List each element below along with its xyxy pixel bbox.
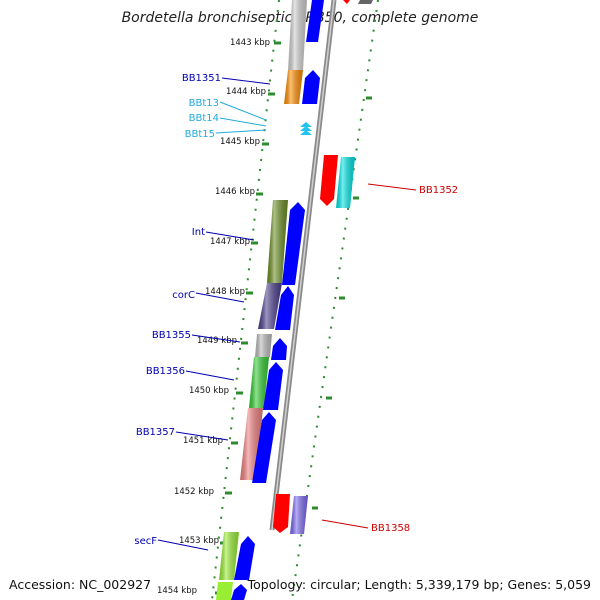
ruler-label: 1444 kbp (226, 87, 266, 97)
gene-label-bb1355[interactable]: BB1355 (152, 330, 191, 341)
ruler-label: 1450 kbp (189, 386, 229, 396)
cds-arrow-bb1352 (320, 155, 338, 206)
gene-label-bb1352[interactable]: BB1352 (419, 185, 458, 196)
ruler-label: 1447 kbp (210, 237, 250, 247)
inner-dotted-guide (211, 0, 280, 600)
cds-arrow-bb1350 (306, 0, 324, 42)
gene-label-bbt15[interactable]: BBt15 (185, 129, 215, 140)
label-leaders (157, 77, 417, 551)
gene-label-corc[interactable]: corC (172, 290, 195, 301)
gene-label-bbt13[interactable]: BBt13 (189, 98, 219, 109)
cds-arrow-int (282, 202, 305, 285)
ruler-label: 1448 kbp (205, 287, 245, 297)
gene-label-int[interactable]: Int (192, 227, 205, 238)
outer-dotted-guide (291, 0, 379, 600)
ruler-label: 1454 kbp (157, 586, 197, 596)
trna-mark-bbt15 (300, 130, 312, 135)
ruler-label: 1443 kbp (230, 38, 270, 48)
gene-label-bb1358[interactable]: BB1358 (371, 523, 410, 534)
cds-arrow-bb1357 (252, 412, 276, 483)
gene-label-bb1357[interactable]: BB1357 (136, 427, 175, 438)
gene-label-bb1356[interactable]: BB1356 (146, 366, 185, 377)
forward-cds-track (231, 0, 324, 600)
gene-label-secf[interactable]: secF (134, 536, 157, 547)
cds-arrow-bb1356 (263, 362, 283, 410)
ruler-label: 1445 kbp (220, 137, 260, 147)
gene-label-bbt14[interactable]: BBt14 (189, 113, 219, 124)
accession-text: Accession: NC_002927 (9, 577, 152, 592)
trna-mark-bbt14 (300, 126, 312, 131)
ruler-label: 1451 kbp (183, 436, 223, 446)
trna-marks (300, 122, 312, 135)
outer-guide-ticks (312, 96, 372, 510)
cds-arrow-corc (275, 286, 294, 330)
ruler-label: 1453 kbp (179, 536, 219, 546)
gene-label-bb1351[interactable]: BB1351 (182, 73, 221, 84)
cds-arrow-bb1358 (273, 494, 290, 533)
topology-summary-text: Topology: circular; Length: 5,339,179 bp… (247, 577, 591, 592)
cds-arrow-bb1351 (302, 70, 320, 104)
cds-arrow-bb1355 (271, 338, 287, 360)
reverse-cds-track (273, 0, 373, 534)
cds-arrow-secf (234, 536, 255, 580)
cog-category-ring (216, 0, 307, 600)
ruler-label: 1446 kbp (215, 187, 255, 197)
ruler-label: 1449 kbp (197, 336, 237, 346)
trna-mark-bbt13 (300, 122, 312, 127)
ruler-label: 1452 kbp (174, 487, 214, 497)
